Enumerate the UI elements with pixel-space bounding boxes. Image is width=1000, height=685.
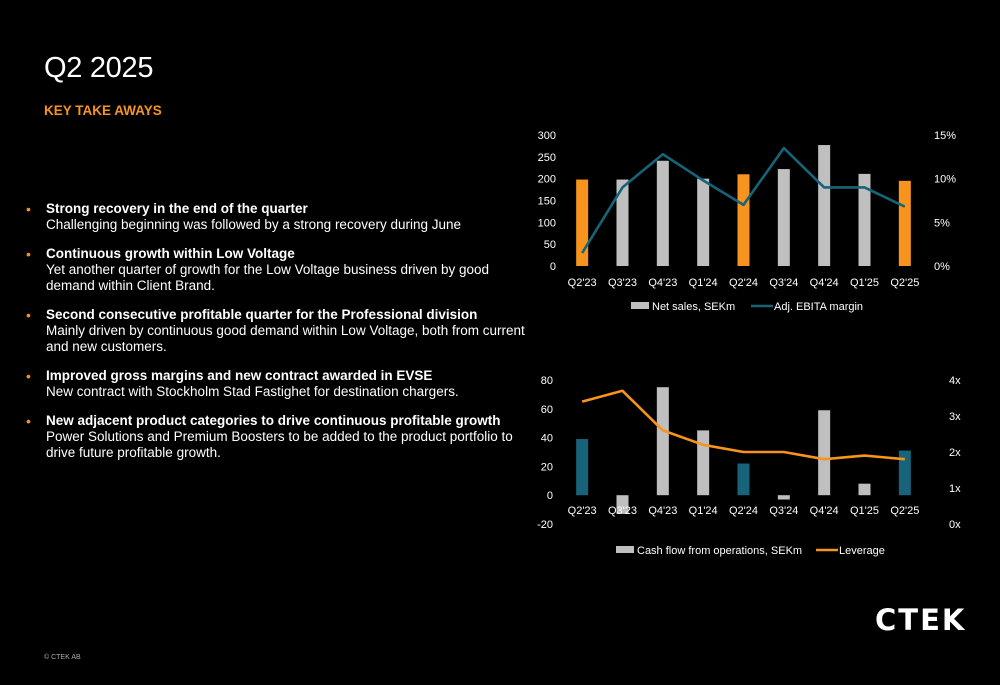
copyright-text: © CTEK AB (44, 654, 81, 661)
y-right-tick-label: 0x (949, 519, 961, 531)
chart-bar (737, 463, 750, 496)
takeaways-list: • Strong recovery in the end of the quar… (26, 201, 526, 474)
x-tick-label: Q4'23 (648, 505, 677, 517)
takeaway-text: New contract with Stockholm Stad Fastigh… (46, 384, 459, 399)
y-left-tick-label: 250 (538, 152, 556, 164)
page-title: Q2 2025 (44, 52, 154, 84)
takeaway-item: • Second consecutive profitable quarter … (26, 307, 526, 355)
y-left-tick-label: 200 (538, 174, 556, 186)
chart-series-line (581, 146, 906, 254)
chart-bar (576, 439, 589, 496)
legend-bar-swatch (631, 302, 649, 309)
legend-label: Net sales, SEKm (652, 301, 735, 313)
y-right-tick-label: 5% (934, 217, 950, 229)
y-left-tick-label: 50 (544, 239, 556, 251)
x-tick-label: Q1'24 (689, 505, 718, 517)
x-tick-label: Q2'24 (729, 277, 758, 289)
y-right-tick-label: 0% (934, 261, 950, 273)
bullet-dot-icon: • (26, 307, 31, 323)
takeaway-heading: New adjacent product categories to drive… (46, 413, 501, 428)
y-right-tick-label: 2x (949, 447, 961, 459)
x-tick-label: Q2'25 (890, 277, 919, 289)
y-right-tick-label: 1x (949, 483, 961, 495)
takeaway-heading: Strong recovery in the end of the quarte… (46, 201, 308, 216)
takeaway-text: Mainly driven by continuous good demand … (46, 323, 525, 354)
y-left-tick-label: 40 (541, 433, 553, 445)
y-left-tick-label: 150 (538, 196, 556, 208)
legend-label: Cash flow from operations, SEKm (637, 545, 802, 557)
chart-series-line (581, 389, 905, 461)
takeaway-text: Power Solutions and Premium Boosters to … (46, 429, 513, 460)
y-left-tick-label: 20 (541, 461, 553, 473)
takeaway-item: • Continuous growth within Low Voltage Y… (26, 246, 526, 294)
x-tick-label: Q2'24 (729, 505, 758, 517)
takeaway-item: • New adjacent product categories to dri… (26, 413, 526, 461)
takeaway-heading: Continuous growth within Low Voltage (46, 246, 295, 261)
x-tick-label: Q4'24 (810, 505, 839, 517)
legend-label: Adj. EBITA margin (774, 301, 863, 313)
x-tick-label: Q3'24 (769, 505, 798, 517)
chart-bar (697, 430, 710, 496)
x-tick-label: Q1'25 (850, 277, 879, 289)
y-left-tick-label: -20 (537, 519, 553, 531)
y-left-tick-label: 0 (550, 261, 556, 273)
takeaway-heading: Improved gross margins and new contract … (46, 368, 433, 383)
chart-bar (656, 387, 669, 496)
chart-bar (777, 495, 790, 500)
x-tick-label: Q2'23 (568, 505, 597, 517)
takeaway-item: • Improved gross margins and new contrac… (26, 368, 526, 400)
takeaway-heading: Second consecutive profitable quarter fo… (46, 307, 478, 322)
x-tick-label: Q3'24 (769, 277, 798, 289)
chart-bar (898, 450, 911, 496)
y-left-tick-label: 100 (538, 217, 556, 229)
x-tick-label: Q1'25 (850, 505, 879, 517)
chart-bar (656, 160, 669, 266)
bullet-dot-icon: • (26, 246, 31, 262)
ctek-logo: CTEK (875, 603, 967, 637)
y-right-tick-label: 3x (949, 411, 961, 423)
chart-bar (858, 173, 871, 266)
y-left-tick-label: 300 (538, 130, 556, 142)
key-takeaways-heading: KEY TAKE AWAYS (44, 103, 162, 118)
bullet-dot-icon: • (26, 368, 31, 384)
x-tick-label: Q4'23 (648, 277, 677, 289)
chart-bar (818, 410, 831, 496)
chart-bar (616, 495, 629, 514)
x-tick-label: Q4'24 (810, 277, 839, 289)
x-tick-label: Q3'23 (608, 505, 637, 517)
net-sales-ebita-chart: 0 50 100 150 200 250 300 0% 5% 10% 15% Q2'23 Q3'23 Q4… (538, 130, 957, 313)
legend-bar-swatch (616, 546, 634, 553)
takeaway-text: Challenging beginning was followed by a … (46, 217, 462, 232)
y-right-tick-label: 10% (934, 174, 956, 186)
y-left-tick-label: 80 (541, 375, 553, 387)
y-right-tick-label: 4x (949, 375, 961, 387)
chart-bar (858, 483, 871, 496)
y-left-tick-label: 0 (547, 490, 553, 502)
chart-bar (777, 169, 790, 266)
chart-bar (898, 180, 911, 266)
y-left-tick-label: 60 (541, 404, 553, 416)
x-tick-label: Q3'23 (608, 277, 637, 289)
y-right-tick-label: 15% (934, 130, 956, 142)
chart-bar (616, 179, 629, 266)
takeaway-item: • Strong recovery in the end of the quar… (26, 201, 526, 233)
chart-bar (737, 174, 750, 266)
legend-label: Leverage (839, 545, 885, 557)
chart-bar (697, 178, 710, 266)
x-tick-label: Q2'23 (568, 277, 597, 289)
x-tick-label: Q2'25 (890, 505, 919, 517)
bullet-dot-icon: • (26, 201, 31, 217)
x-tick-label: Q1'24 (689, 277, 718, 289)
takeaway-text: Yet another quarter of growth for the Lo… (46, 262, 490, 293)
cash-flow-leverage-chart: -20 0 20 40 60 80 0x 1x 2x 3x 4x Q2'23 Q3'23 Q4'23 Q1'… (537, 375, 961, 557)
bullet-dot-icon: • (26, 413, 31, 429)
chart-bar (576, 179, 589, 266)
chart-bar (818, 145, 831, 266)
